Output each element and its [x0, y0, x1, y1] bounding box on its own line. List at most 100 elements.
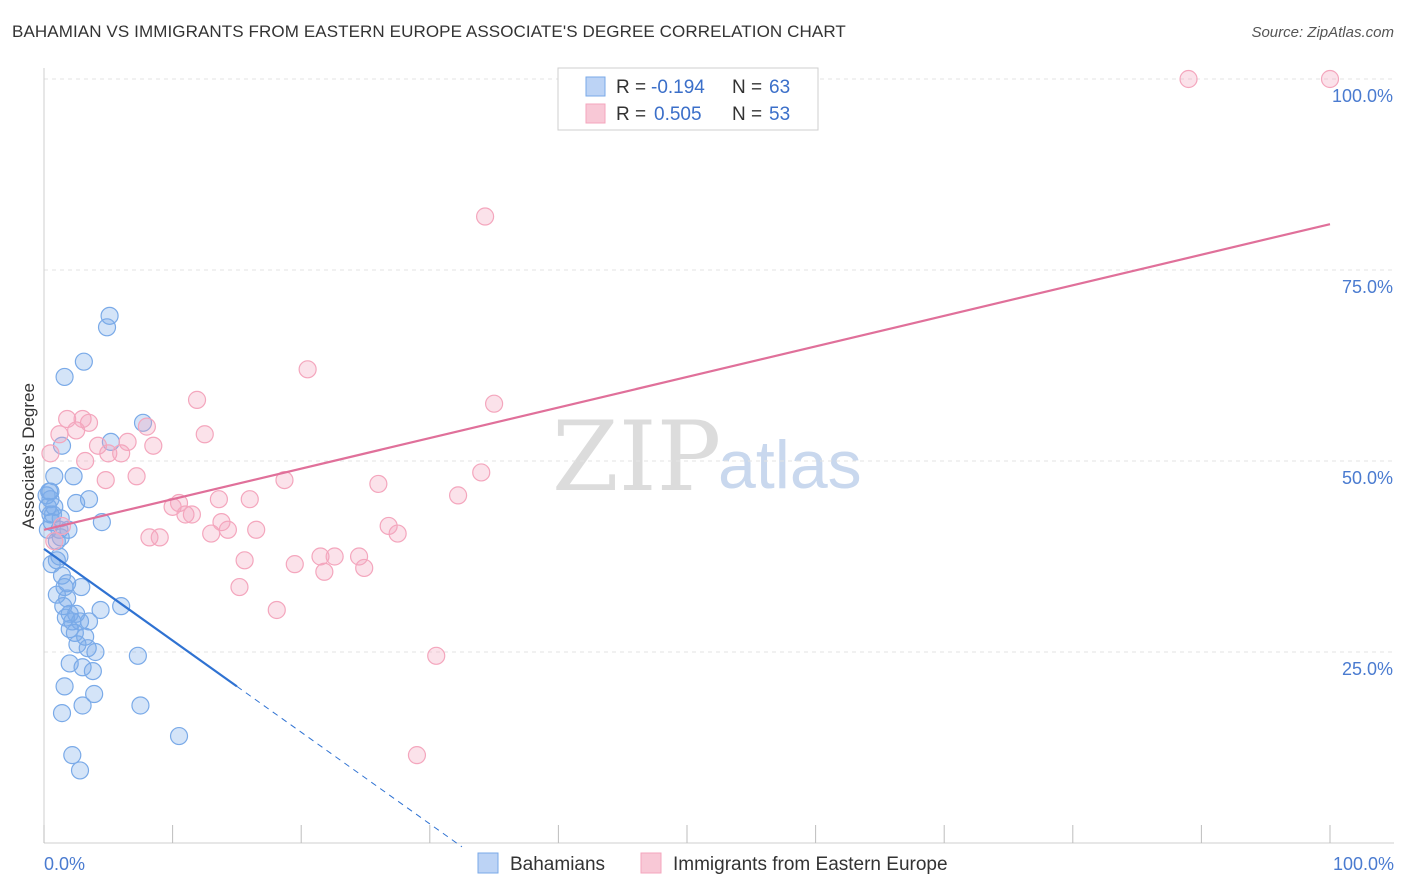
legend: R = -0.194 N = 63 R = 0.505 N = 53 — [557, 67, 819, 131]
bahamians-point-30 — [55, 677, 74, 696]
eastern-europe-point-25 — [212, 513, 231, 532]
bahamians-point-44 — [41, 490, 60, 509]
bahamians-point-48 — [74, 352, 93, 371]
eastern-europe-point-35 — [311, 547, 330, 566]
bahamians-point-37 — [70, 761, 90, 780]
x-tick-label-max: 100.0% — [1333, 854, 1394, 874]
bahamians-point-21 — [65, 623, 84, 643]
bahamians-point-55 — [91, 600, 110, 620]
eastern-europe-point-8 — [96, 471, 115, 490]
eastern-europe-point-16 — [150, 528, 169, 547]
eastern-europe-point-11 — [118, 432, 137, 451]
eastern-europe-point-15 — [140, 528, 159, 547]
eastern-europe-point-22 — [195, 425, 214, 444]
eastern-europe-point-20 — [182, 505, 201, 524]
legend-swatch-eastern-europe — [585, 103, 606, 124]
legend-n-value-1: 63 — [769, 77, 790, 98]
bahamians-point-53 — [128, 646, 147, 665]
eastern-europe-point-1 — [50, 425, 69, 444]
bahamians-point-34 — [131, 696, 150, 715]
legend-swatch-bahamians — [585, 76, 606, 97]
bahamians-point-35 — [169, 726, 189, 746]
watermark-atlas: atlas — [718, 427, 862, 503]
eastern-europe-point-28 — [240, 490, 259, 509]
bottom-legend-label-eastern-europe: Immigrants from Eastern Europe — [673, 854, 948, 875]
bahamians-point-32 — [73, 696, 92, 715]
eastern-europe-point-13 — [137, 417, 156, 436]
eastern-europe-point-34 — [298, 360, 317, 379]
bottom-legend: Bahamians Immigrants from Eastern Europe — [477, 852, 948, 875]
bahamians-point-47 — [55, 367, 74, 387]
y-tick-label-2: 75.0% — [1342, 277, 1393, 297]
bahamians-point-26 — [86, 642, 105, 662]
legend-r-value-2: 0.505 — [654, 104, 702, 125]
bahamians-point-28 — [60, 654, 79, 673]
legend-r-label-1: R = — [616, 77, 646, 98]
eastern-europe-point-24 — [209, 490, 228, 509]
bahamians-point-43 — [41, 482, 60, 501]
bahamians-point-29 — [83, 661, 102, 681]
eastern-europe-point-9 — [99, 444, 118, 463]
eastern-europe-point-29 — [247, 520, 266, 539]
legend-n-label-2: N = — [732, 104, 762, 125]
bahamians-point-23 — [76, 627, 95, 646]
bottom-legend-swatch-bahamians — [477, 852, 499, 874]
eastern-europe-point-36 — [315, 562, 334, 581]
eastern-europe-point-30 — [230, 577, 249, 597]
eastern-europe-point-39 — [355, 558, 374, 578]
eastern-europe-point-14 — [144, 436, 163, 455]
eastern-europe-point-47 — [407, 746, 427, 765]
y-tick-label-1: 50.0% — [1342, 468, 1393, 488]
bahamians-point-33 — [52, 704, 72, 723]
source-label: Source: ZipAtlas.com — [1251, 24, 1394, 41]
y-tick-label-3: 100.0% — [1332, 86, 1393, 106]
legend-n-value-2: 53 — [769, 104, 790, 125]
bahamians-point-14 — [47, 585, 66, 604]
bahamians-point-16 — [58, 589, 77, 608]
y-tick-label-0: 25.0% — [1342, 659, 1393, 679]
eastern-europe-trend-line — [43, 223, 1331, 531]
eastern-europe-point-37 — [325, 547, 344, 566]
legend-r-value-1: -0.194 — [651, 77, 705, 98]
eastern-europe-point-50 — [1320, 69, 1340, 89]
bottom-legend-swatch-eastern-europe — [640, 852, 662, 874]
bahamians-trend-line — [43, 547, 238, 688]
watermark-zip: ZIP — [552, 401, 721, 513]
bahamians-point-62 — [68, 635, 87, 654]
trend-lines — [43, 223, 1331, 848]
y-axis-label: Associate's Degree — [19, 383, 38, 529]
bahamians-point-50 — [97, 318, 117, 337]
bahamians-point-61 — [56, 608, 75, 627]
bahamians-trend-extension — [236, 685, 463, 848]
chart-title: BAHAMIAN VS IMMIGRANTS FROM EASTERN EURO… — [12, 22, 846, 41]
eastern-europe-point-42 — [388, 524, 407, 543]
bahamians-point-60 — [72, 577, 91, 597]
eastern-europe-point-33 — [285, 555, 304, 574]
eastern-europe-point-5 — [79, 413, 99, 432]
eastern-europe-point-46 — [485, 394, 504, 413]
eastern-europe-point-45 — [472, 463, 491, 482]
eastern-europe-point-7 — [88, 436, 108, 455]
bahamians-point-6 — [45, 467, 64, 486]
bahamians-point-24 — [79, 612, 99, 631]
axes: 25.0% 50.0% 75.0% 100.0% — [43, 68, 1394, 844]
bahamians-point-31 — [85, 684, 104, 704]
eastern-europe-point-40 — [369, 474, 388, 494]
eastern-europe-point-31 — [267, 600, 286, 620]
bahamians-point-39 — [64, 467, 83, 486]
eastern-europe-point-26 — [218, 520, 237, 539]
legend-r-label-2: R = — [616, 104, 646, 125]
eastern-europe-point-21 — [187, 390, 207, 409]
legend-n-label-1: N = — [732, 77, 762, 98]
eastern-europe-point-43 — [427, 646, 446, 665]
bahamians-point-36 — [63, 746, 82, 765]
x-tick-label-min: 0.0% — [44, 854, 85, 874]
bottom-legend-label-bahamians: Bahamians — [510, 854, 605, 875]
eastern-europe-point-12 — [127, 467, 146, 486]
eastern-europe-point-38 — [349, 547, 369, 566]
eastern-europe-point-48 — [475, 207, 495, 226]
bahamians-point-41 — [79, 490, 99, 509]
eastern-europe-point-49 — [1179, 69, 1198, 89]
eastern-europe-point-6 — [76, 451, 95, 471]
